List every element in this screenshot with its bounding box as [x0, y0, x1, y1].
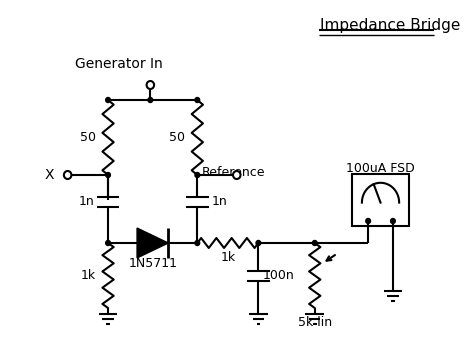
Circle shape [148, 98, 153, 102]
Text: 50: 50 [80, 131, 96, 144]
Text: Reference: Reference [202, 166, 265, 178]
Circle shape [195, 240, 200, 245]
Circle shape [147, 81, 154, 89]
Circle shape [195, 172, 200, 178]
Text: 100n: 100n [263, 269, 295, 282]
Circle shape [106, 98, 110, 102]
Text: Impedance Bridge: Impedance Bridge [320, 18, 460, 33]
Circle shape [106, 240, 110, 245]
Polygon shape [137, 228, 168, 258]
Circle shape [391, 219, 395, 223]
Circle shape [256, 240, 261, 245]
Text: 100uA FSD: 100uA FSD [346, 162, 415, 175]
Text: X: X [44, 168, 53, 182]
Circle shape [106, 172, 110, 178]
Text: 5k lin: 5k lin [298, 316, 332, 329]
Circle shape [195, 98, 200, 102]
Text: 1n: 1n [212, 195, 227, 208]
Text: 1k: 1k [81, 269, 96, 282]
Bar [352, 174, 408, 226]
Text: Generator In: Generator In [75, 57, 163, 71]
Text: 1n: 1n [78, 195, 94, 208]
Text: 1N5711: 1N5711 [128, 257, 177, 270]
Circle shape [233, 171, 241, 179]
Circle shape [366, 219, 371, 223]
Text: 50: 50 [169, 131, 185, 144]
Circle shape [312, 240, 317, 245]
Circle shape [64, 171, 71, 179]
Text: 1k: 1k [220, 251, 235, 264]
